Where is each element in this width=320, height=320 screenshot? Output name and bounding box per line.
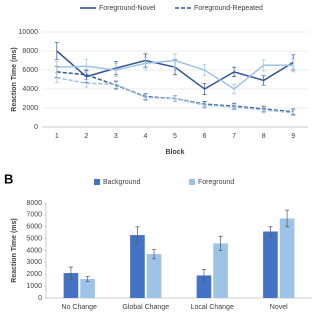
x-tick-label: 8 — [262, 133, 266, 140]
y-tick-label: 8000 — [26, 200, 42, 207]
error-bar — [218, 235, 223, 251]
y-tick-label: 6000 — [26, 224, 42, 231]
error-bar — [113, 63, 118, 77]
error-bar — [202, 82, 207, 96]
bar — [213, 243, 228, 298]
error-bar — [261, 59, 266, 72]
legend-label: Foreground — [198, 179, 234, 186]
bar — [279, 218, 295, 298]
error-bar — [261, 106, 266, 114]
error-bar — [202, 101, 207, 109]
y-tick-label: 2000 — [22, 105, 38, 112]
x-axis-title: Block — [165, 149, 184, 156]
x-tick-label: 1 — [55, 133, 59, 140]
error-bar — [135, 226, 140, 244]
legend-label: Foreground-Novel — [99, 5, 156, 12]
y-tick-label: 3000 — [26, 259, 42, 266]
x-tick-label: 4 — [143, 133, 147, 140]
y-tick-label: 8000 — [22, 48, 38, 55]
error-bar — [173, 95, 177, 102]
y-tick-label: 4000 — [26, 247, 42, 254]
error-bar — [232, 103, 237, 111]
y-tick-label: 6000 — [22, 67, 38, 74]
bar — [130, 235, 145, 298]
y-tick-label: 0 — [34, 124, 38, 131]
error-bar — [232, 66, 237, 77]
bar — [263, 231, 278, 298]
error-bar — [268, 226, 273, 237]
legend-label: Foreground-Repeated — [194, 5, 263, 12]
error-bar — [85, 276, 90, 282]
y-axis-title: Reaction Time (ms) — [11, 47, 18, 111]
error-bar — [291, 58, 296, 73]
error-bar — [113, 80, 118, 89]
error-bar — [84, 59, 89, 74]
legend-swatch — [189, 179, 195, 185]
error-bar — [202, 63, 207, 77]
error-bar — [201, 269, 206, 282]
bar — [146, 254, 162, 298]
error-bar — [84, 79, 89, 88]
bar — [196, 275, 212, 298]
y-tick-label: 10000 — [19, 29, 39, 36]
error-bar — [54, 72, 59, 83]
x-tick-label: 2 — [84, 133, 88, 140]
error-bar — [261, 75, 266, 86]
x-tick-label: Local Change — [191, 304, 234, 311]
error-bar — [54, 42, 59, 60]
error-bar — [143, 57, 148, 70]
y-axis-title: Reaction Time (ms) — [11, 218, 18, 282]
x-tick-label: 7 — [232, 133, 236, 140]
y-tick-label: 0 — [38, 295, 42, 302]
error-bar — [173, 53, 177, 68]
error-bar — [232, 83, 237, 95]
x-tick-label: Global Change — [122, 304, 169, 311]
x-tick-label: No Change — [62, 304, 98, 311]
y-tick-label: 7000 — [26, 212, 42, 219]
line — [56, 71, 294, 113]
error-bar — [285, 209, 290, 228]
x-tick-label: 9 — [291, 133, 295, 140]
line — [56, 76, 294, 114]
y-tick-label: 2000 — [26, 271, 42, 278]
x-tick-label: Novel — [270, 304, 288, 311]
x-tick-label: 5 — [173, 133, 177, 140]
x-tick-label: 3 — [114, 133, 118, 140]
error-bar — [68, 266, 73, 280]
y-tick-label: 4000 — [22, 86, 38, 93]
error-bar — [152, 248, 157, 260]
y-tick-label: 5000 — [26, 235, 42, 242]
error-bar — [143, 94, 148, 101]
bar — [63, 273, 79, 298]
legend-swatch — [94, 179, 100, 185]
legend-label: Background — [103, 179, 140, 186]
x-tick-label: 6 — [203, 133, 207, 140]
panel-label: B — [4, 171, 13, 186]
error-bar — [291, 109, 296, 116]
bar — [80, 279, 95, 298]
y-tick-label: 1000 — [26, 283, 42, 290]
